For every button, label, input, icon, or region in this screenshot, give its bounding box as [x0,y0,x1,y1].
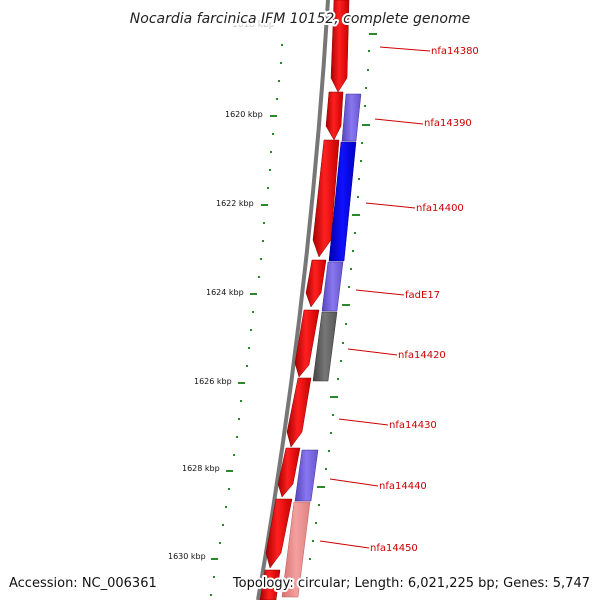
gene-nfa14420[interactable] [294,309,320,378]
gene-nfa14380[interactable] [330,0,350,93]
feature-block[interactable] [321,261,344,312]
feature-block[interactable] [294,449,319,502]
scale-label-1628: 1628 kbp [182,464,220,473]
gene-nfa14430[interactable] [286,377,312,448]
feature-block[interactable] [328,141,357,262]
scale-label-1624: 1624 kbp [206,288,244,297]
feature-block[interactable] [281,501,311,598]
gene-fadE17[interactable] [305,259,327,308]
gene-label-fadE17[interactable]: fadE17 [405,290,440,301]
gene-nfa14450[interactable] [265,498,293,569]
topology-text: Topology: circular; Length: 6,021,225 bp… [232,576,590,591]
accession-halo: Accession: NC_006361 [9,576,157,591]
scale-label-1620: 1620 kbp [225,110,263,119]
gene-nfa14440[interactable] [277,447,301,498]
gene-label-nfa14380[interactable]: nfa14380 [431,46,479,57]
scale-label-1626: 1626 kbp [194,377,232,386]
outer-scale-ticks [309,33,377,560]
inner-scale-ticks [210,44,283,596]
gene-label-nfa14430[interactable]: nfa14430 [389,420,437,431]
gene-label-nfa14440[interactable]: nfa14440 [379,481,427,492]
ghost-scale-label: 1618 kbp [232,20,275,30]
topology-halo: Topology: circular; Length: 6,021,225 bp… [232,576,590,591]
accession-text: Accession: NC_006361 [9,576,157,591]
map-title: Nocardia farcinica IFM 10152, complete g… [130,11,470,27]
gene-nfa14400[interactable] [312,139,340,258]
gene-nfa14390[interactable] [325,91,344,141]
label-leaders [319,46,431,549]
scale-label-1630: 1630 kbp [168,552,206,561]
gene-label-nfa14400[interactable]: nfa14400 [416,203,464,214]
gene-label-nfa14390[interactable]: nfa14390 [424,118,472,129]
title-halo: Nocardia farcinica IFM 10152, complete g… [130,11,470,27]
gene-label-nfa14420[interactable]: nfa14420 [398,350,446,361]
genome-backbone [256,0,330,601]
scale-label-1622: 1622 kbp [216,199,254,208]
feature-block[interactable] [312,311,338,382]
feature-block[interactable] [341,93,362,142]
gene-label-nfa14450[interactable]: nfa14450 [370,543,418,554]
